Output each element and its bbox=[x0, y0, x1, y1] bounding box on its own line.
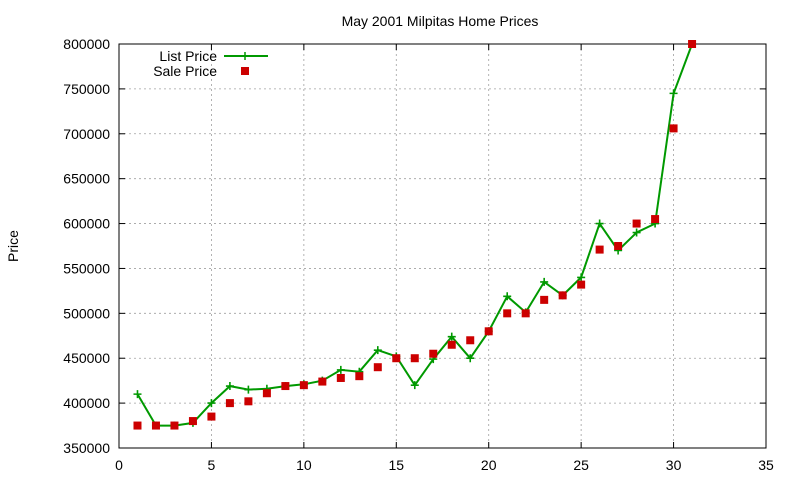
sale-price-point bbox=[484, 327, 493, 336]
x-tick-label: 0 bbox=[115, 457, 123, 473]
sale-price-point bbox=[299, 381, 308, 390]
list-price-point bbox=[336, 365, 345, 374]
x-tick-label: 20 bbox=[481, 457, 497, 473]
sale-price-point bbox=[614, 242, 623, 250]
y-tick-label: 400000 bbox=[63, 395, 110, 411]
x-tick-label: 35 bbox=[758, 457, 774, 473]
list-price-point bbox=[373, 346, 382, 355]
x-tick-label: 25 bbox=[573, 457, 589, 473]
plot-frame bbox=[118, 43, 767, 449]
list-price-point bbox=[595, 219, 604, 228]
y-tick-label: 650000 bbox=[63, 171, 110, 187]
legend-label-sale-price: Sale Price bbox=[153, 63, 217, 79]
sale-price-point bbox=[262, 389, 271, 398]
list-price-point bbox=[447, 332, 456, 341]
sale-price-point bbox=[521, 309, 530, 318]
legend-marker-list-price bbox=[241, 52, 249, 60]
axis-ticks: 0 5 10 15 20 25 30 35 350000 400000 450000 500000 55… bbox=[63, 36, 774, 473]
sale-price-point bbox=[336, 373, 345, 382]
y-tick-label: 750000 bbox=[63, 81, 110, 97]
list-price-point bbox=[669, 89, 678, 98]
sale-price-point bbox=[447, 340, 456, 349]
x-tick-label: 10 bbox=[296, 457, 312, 473]
sale-price-point bbox=[466, 336, 475, 345]
y-tick-label: 350000 bbox=[63, 440, 110, 456]
list-price-point bbox=[577, 273, 586, 282]
sale-price-point bbox=[540, 295, 549, 304]
sale-price-point bbox=[392, 354, 401, 363]
list-price-point bbox=[540, 277, 549, 286]
y-tick-label: 450000 bbox=[63, 350, 110, 366]
sale-price-point bbox=[373, 363, 382, 372]
sale-price-point bbox=[244, 397, 253, 406]
x-tick-label: 30 bbox=[666, 457, 682, 473]
sale-price-point bbox=[503, 309, 512, 318]
y-tick-label: 700000 bbox=[63, 126, 110, 142]
list-price-point bbox=[466, 354, 475, 363]
sale-price-point bbox=[632, 219, 641, 228]
sale-price-point bbox=[688, 40, 697, 48]
y-tick-label: 550000 bbox=[63, 260, 110, 276]
sale-price-point bbox=[669, 124, 678, 133]
sale-price-point bbox=[188, 417, 197, 426]
y-tick-label: 600000 bbox=[63, 216, 110, 232]
sale-price-point bbox=[577, 280, 586, 289]
sale-price-point bbox=[207, 412, 216, 421]
list-price-point bbox=[410, 381, 419, 390]
list-price-point bbox=[503, 292, 512, 301]
sale-price-point bbox=[595, 245, 604, 254]
x-tick-label: 5 bbox=[208, 457, 216, 473]
list-price-point bbox=[207, 399, 216, 408]
list-price-point bbox=[632, 228, 641, 237]
legend: List Price Sale Price bbox=[153, 48, 268, 79]
list-price-point bbox=[244, 385, 253, 394]
legend-marker-sale-price bbox=[241, 67, 249, 75]
sale-price-point bbox=[429, 349, 438, 358]
y-tick-label: 500000 bbox=[63, 305, 110, 321]
sale-price-point bbox=[133, 421, 142, 430]
legend-label-list-price: List Price bbox=[159, 48, 217, 64]
chart-title: May 2001 Milpitas Home Prices bbox=[342, 13, 539, 29]
x-tick-label: 15 bbox=[388, 457, 404, 473]
sale-price-point bbox=[410, 354, 419, 363]
sale-price-point bbox=[355, 372, 364, 381]
y-tick-label: 800000 bbox=[63, 36, 110, 52]
y-axis-label: Price bbox=[5, 230, 21, 262]
sale-price-point bbox=[281, 382, 290, 391]
sale-price-point bbox=[170, 421, 179, 430]
series-layer bbox=[133, 40, 697, 430]
sale-price-point bbox=[151, 421, 160, 430]
list-price-point bbox=[225, 382, 234, 391]
sale-price-point bbox=[225, 399, 234, 408]
sale-price-point bbox=[318, 377, 327, 386]
sale-price-point bbox=[651, 215, 660, 224]
list-price-point bbox=[133, 390, 142, 399]
sale-price-point bbox=[558, 291, 567, 300]
